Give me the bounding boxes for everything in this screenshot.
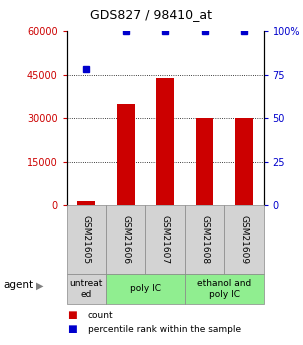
Text: count: count	[88, 311, 114, 320]
FancyBboxPatch shape	[185, 274, 264, 304]
Bar	[235, 118, 253, 205]
FancyBboxPatch shape	[185, 205, 224, 274]
Text: GSM21607: GSM21607	[161, 215, 170, 264]
Text: untreat
ed: untreat ed	[70, 279, 103, 299]
Text: agent: agent	[3, 280, 33, 290]
Text: GSM21609: GSM21609	[239, 215, 248, 264]
Text: GSM21606: GSM21606	[121, 215, 130, 264]
Text: ■: ■	[67, 310, 76, 320]
Text: GSM21605: GSM21605	[82, 215, 91, 264]
Bar	[156, 78, 174, 205]
Text: poly IC: poly IC	[130, 284, 161, 294]
Text: GDS827 / 98410_at: GDS827 / 98410_at	[91, 8, 212, 21]
Text: ethanol and
poly IC: ethanol and poly IC	[197, 279, 251, 299]
Text: percentile rank within the sample: percentile rank within the sample	[88, 325, 241, 334]
Text: ■: ■	[67, 324, 76, 334]
FancyBboxPatch shape	[106, 274, 185, 304]
Bar	[196, 118, 213, 205]
FancyBboxPatch shape	[67, 274, 106, 304]
FancyBboxPatch shape	[224, 205, 264, 274]
Bar	[117, 104, 135, 205]
Text: GSM21608: GSM21608	[200, 215, 209, 264]
FancyBboxPatch shape	[106, 205, 145, 274]
FancyBboxPatch shape	[67, 205, 106, 274]
FancyBboxPatch shape	[145, 205, 185, 274]
Text: ▶: ▶	[36, 280, 43, 290]
Bar	[78, 201, 95, 205]
